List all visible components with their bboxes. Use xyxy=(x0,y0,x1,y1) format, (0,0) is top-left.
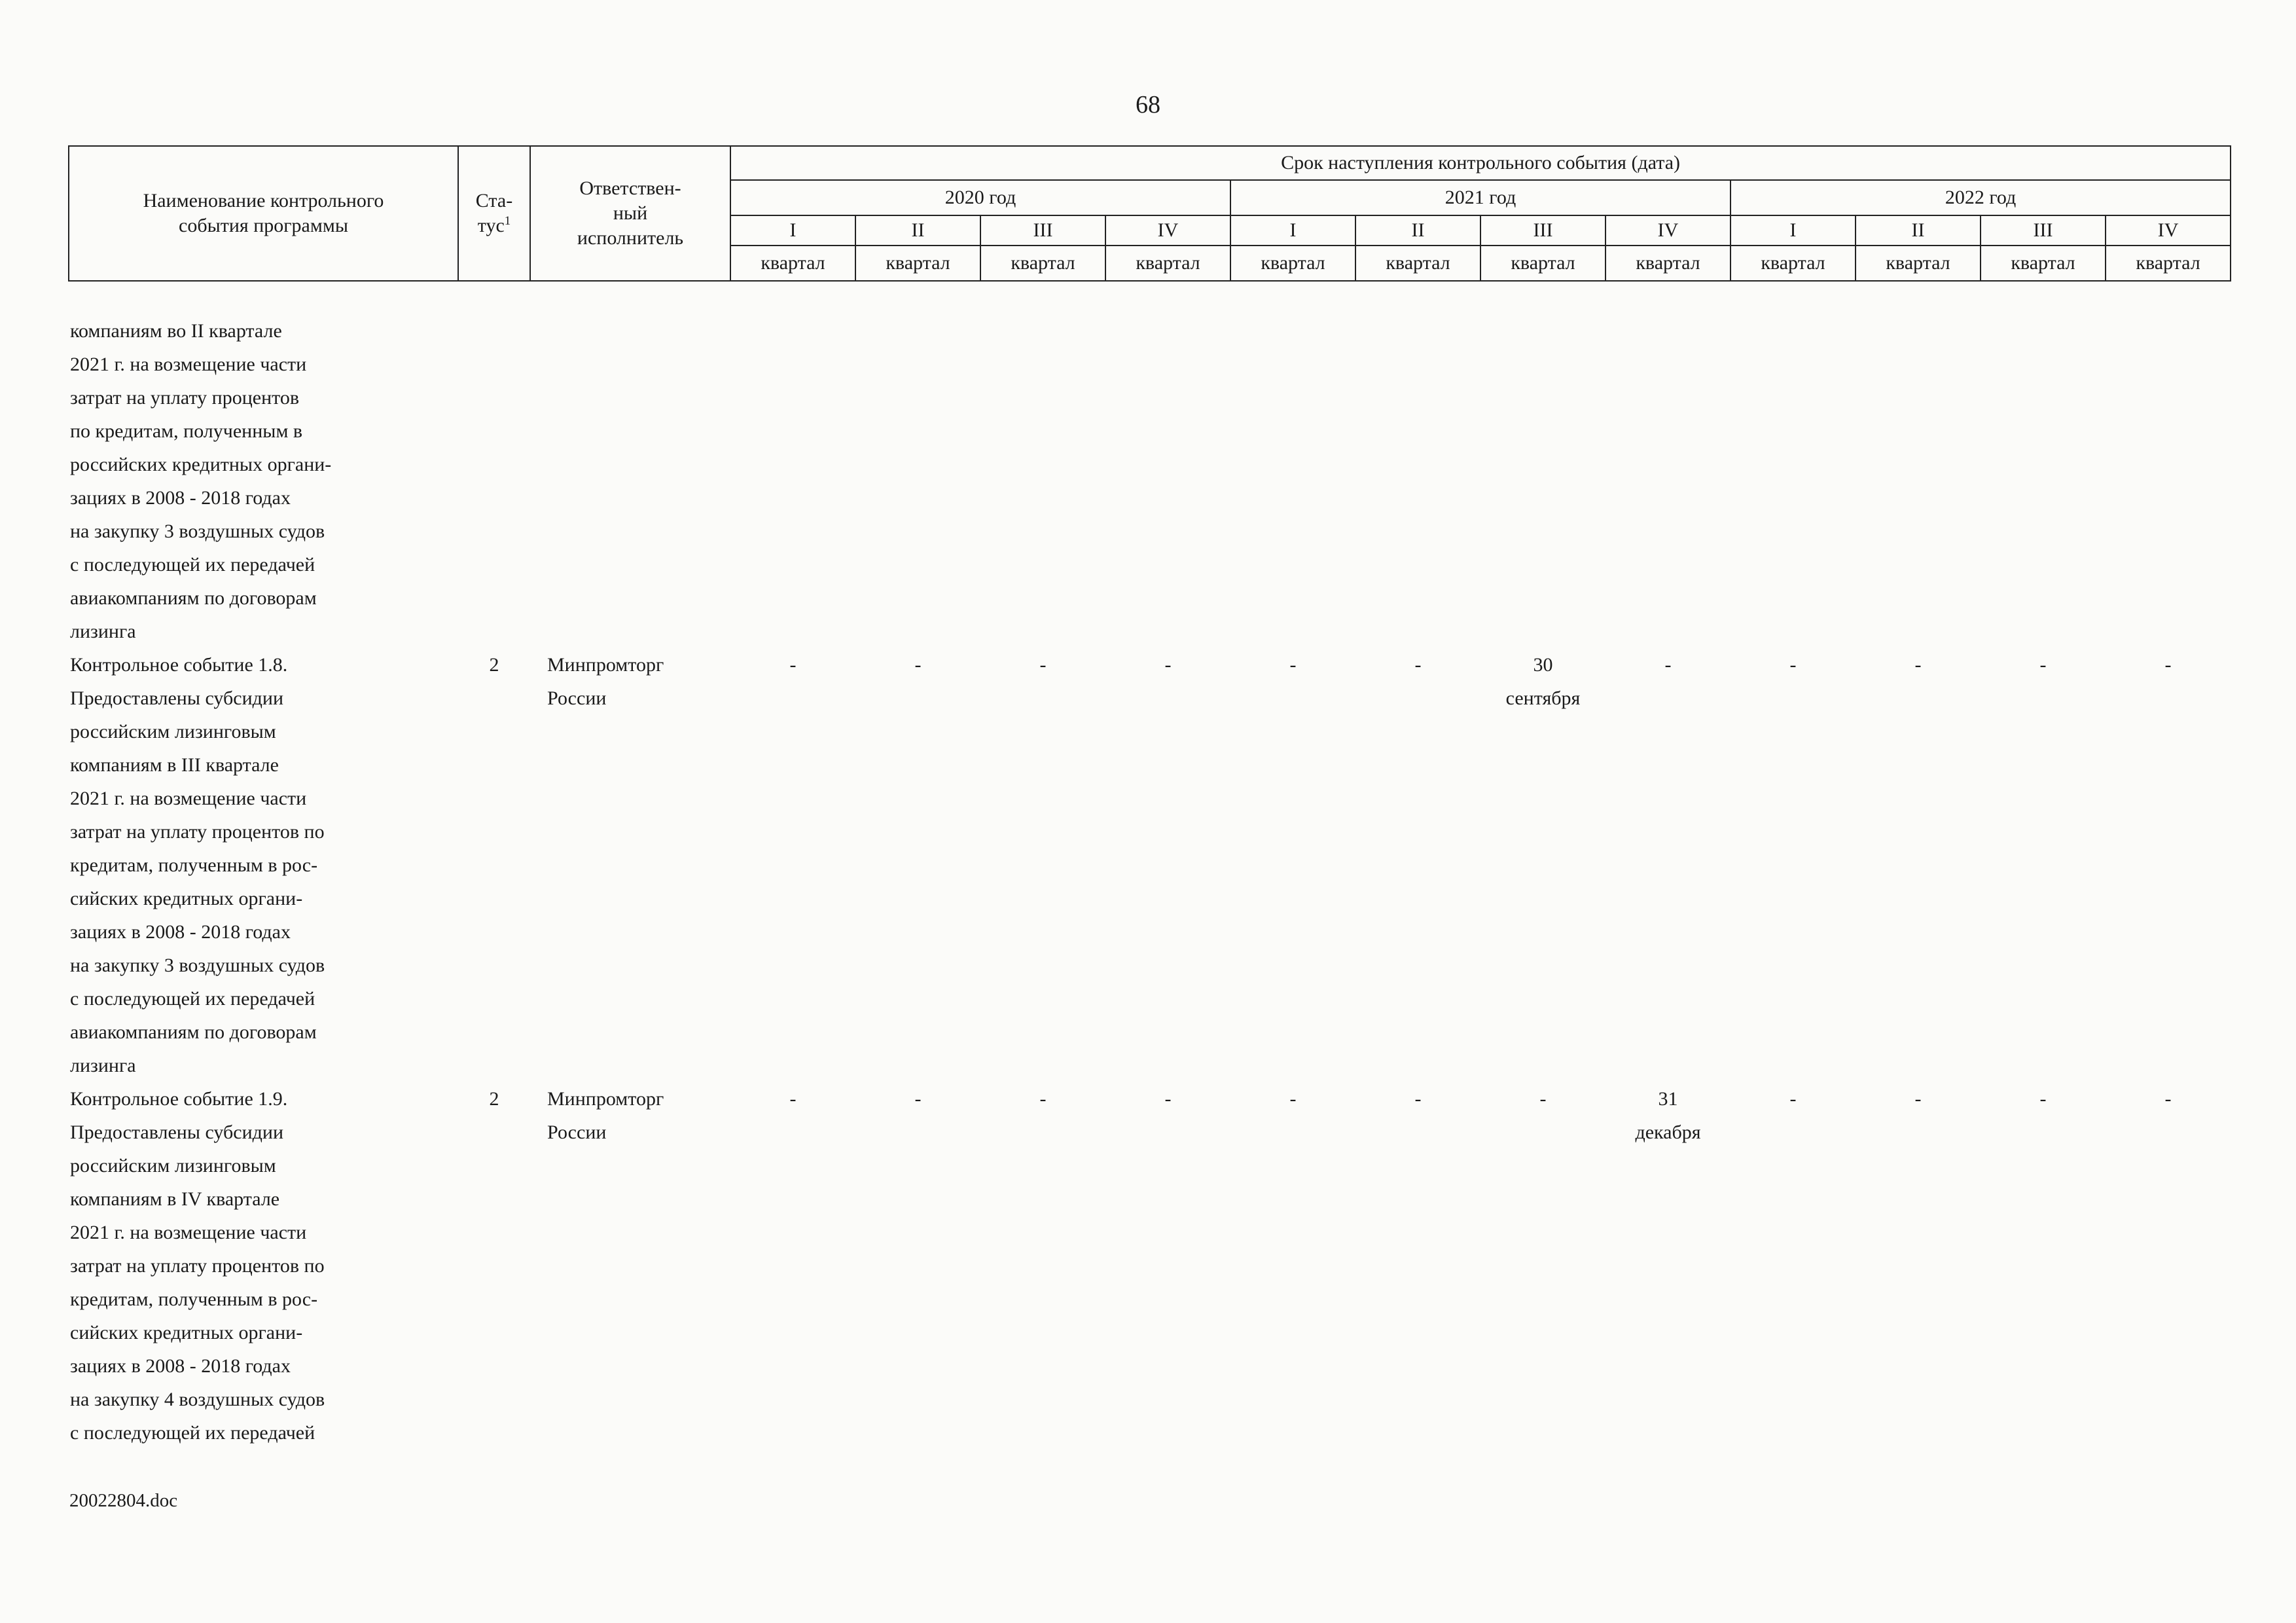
quarter-numeral: III xyxy=(1980,215,2106,246)
status-header-label: Ста- тус xyxy=(475,190,513,236)
quarter-word: квартал xyxy=(2104,245,2232,282)
executor-cell xyxy=(530,281,730,648)
quarter-numeral: I xyxy=(730,215,856,246)
quarter-value-cell: - xyxy=(2164,654,2172,676)
table-header: Наименование контрольного события програ… xyxy=(68,145,2232,282)
quarter-value-cell xyxy=(730,281,855,648)
year-header-2020: 2020 год xyxy=(730,179,1231,216)
quarter-value-cell xyxy=(1480,281,1605,648)
quarter-word: квартал xyxy=(1105,245,1231,282)
quarter-numeral: III xyxy=(980,215,1106,246)
quarter-numeral: II xyxy=(1355,215,1481,246)
quarter-value-cell: - xyxy=(914,654,922,676)
quarter-word: квартал xyxy=(1980,245,2106,282)
year-header-2022: 2022 год xyxy=(1729,179,2232,216)
quarter-value-cell xyxy=(1230,281,1355,648)
column-header-status: Ста- тус1 xyxy=(457,145,531,282)
quarter-value-cell: - xyxy=(789,654,797,676)
quarter-word: квартал xyxy=(1230,245,1356,282)
quarter-word: квартал xyxy=(1355,245,1481,282)
quarter-value-cell: - xyxy=(1414,1088,1422,1110)
quarter-value-cell xyxy=(1981,281,2106,648)
quarter-word: квартал xyxy=(1855,245,1981,282)
table-body: компаниям во II квартале 2021 г. на возм… xyxy=(69,281,2231,1450)
quarter-value-cell: - xyxy=(1664,654,1672,676)
status-cell: 2 xyxy=(489,1088,499,1110)
quarter-value-cell: 30 сентября xyxy=(1505,654,1581,709)
quarter-value-cell: - xyxy=(1289,1088,1297,1110)
quarter-numeral: III xyxy=(1480,215,1606,246)
quarter-numeral: II xyxy=(855,215,981,246)
quarter-value-cell xyxy=(1731,281,1856,648)
quarter-word: квартал xyxy=(1605,245,1731,282)
quarter-value-cell xyxy=(1105,281,1230,648)
header-row-years: 2020 год 2021 год 2022 год xyxy=(69,179,2232,216)
executor-cell: Минпромторг России xyxy=(547,1088,664,1143)
page-number: 68 xyxy=(1136,91,1160,119)
quarter-value-cell xyxy=(1856,281,1981,648)
quarter-value-cell: 31 декабря xyxy=(1635,1088,1701,1143)
header-row-quarter-words: квартал квартал квартал квартал квартал … xyxy=(69,245,2232,282)
quarter-value-cell: - xyxy=(2039,1088,2047,1110)
table-row: Контрольное событие 1.9. Предоставлены с… xyxy=(69,1082,2231,1450)
status-cell xyxy=(458,281,530,648)
quarter-numeral: II xyxy=(1855,215,1981,246)
column-header-deadline: Срок наступления контрольного события (д… xyxy=(729,145,2232,181)
quarter-value-cell: - xyxy=(1039,1088,1047,1110)
table-row: Контрольное событие 1.8. Предоставлены с… xyxy=(69,648,2231,1082)
quarter-numeral: IV xyxy=(2104,215,2232,246)
column-header-executor: Ответствен- ный исполнитель xyxy=(529,145,731,282)
event-name-cell: компаниям во II квартале 2021 г. на возм… xyxy=(70,320,332,642)
quarter-value-cell: - xyxy=(1164,1088,1172,1110)
quarter-value-cell: - xyxy=(1789,654,1797,676)
quarter-value-cell: - xyxy=(789,1088,797,1110)
header-row-quarter-numerals: I II III IV I II III IV I II III IV xyxy=(69,215,2232,246)
quarter-value-cell: - xyxy=(2164,1088,2172,1110)
quarter-value-cell: - xyxy=(1914,1088,1922,1110)
header-row-top: Наименование контрольного события програ… xyxy=(68,145,2232,282)
quarter-value-cell xyxy=(1355,281,1480,648)
event-name-cell: Контрольное событие 1.8. Предоставлены с… xyxy=(70,654,325,1076)
column-header-name: Наименование контрольного события програ… xyxy=(68,145,459,282)
quarter-value-cell: - xyxy=(1414,654,1422,676)
status-cell: 2 xyxy=(489,654,499,676)
status-footnote-marker: 1 xyxy=(504,214,511,228)
quarter-value-cell: - xyxy=(1539,1088,1547,1110)
quarter-value-cell xyxy=(1605,281,1731,648)
quarter-value-cell: - xyxy=(1789,1088,1797,1110)
quarter-value-cell: - xyxy=(2039,654,2047,676)
quarter-value-cell: - xyxy=(1164,654,1172,676)
table-row: компаниям во II квартале 2021 г. на возм… xyxy=(69,281,2231,648)
quarter-numeral: I xyxy=(1730,215,1856,246)
quarter-value-cell: - xyxy=(1039,654,1047,676)
quarter-word: квартал xyxy=(980,245,1106,282)
milestones-table: Наименование контрольного события програ… xyxy=(68,145,2232,1450)
quarter-word: квартал xyxy=(1480,245,1606,282)
document-filename: 20022804.doc xyxy=(69,1490,178,1511)
event-name-cell: Контрольное событие 1.9. Предоставлены с… xyxy=(70,1088,325,1444)
quarter-numeral: IV xyxy=(1105,215,1231,246)
quarter-numeral: IV xyxy=(1605,215,1731,246)
executor-cell: Минпромторг России xyxy=(547,654,664,709)
quarter-value-cell: - xyxy=(1914,654,1922,676)
quarter-value-cell: - xyxy=(914,1088,922,1110)
quarter-value-cell xyxy=(2106,281,2231,648)
quarter-word: квартал xyxy=(730,245,856,282)
quarter-word: квартал xyxy=(855,245,981,282)
year-header-2021: 2021 год xyxy=(1230,179,1731,216)
quarter-value-cell xyxy=(980,281,1105,648)
quarter-value-cell: - xyxy=(1289,654,1297,676)
quarter-word: квартал xyxy=(1730,245,1856,282)
quarter-value-cell xyxy=(855,281,980,648)
quarter-numeral: I xyxy=(1230,215,1356,246)
